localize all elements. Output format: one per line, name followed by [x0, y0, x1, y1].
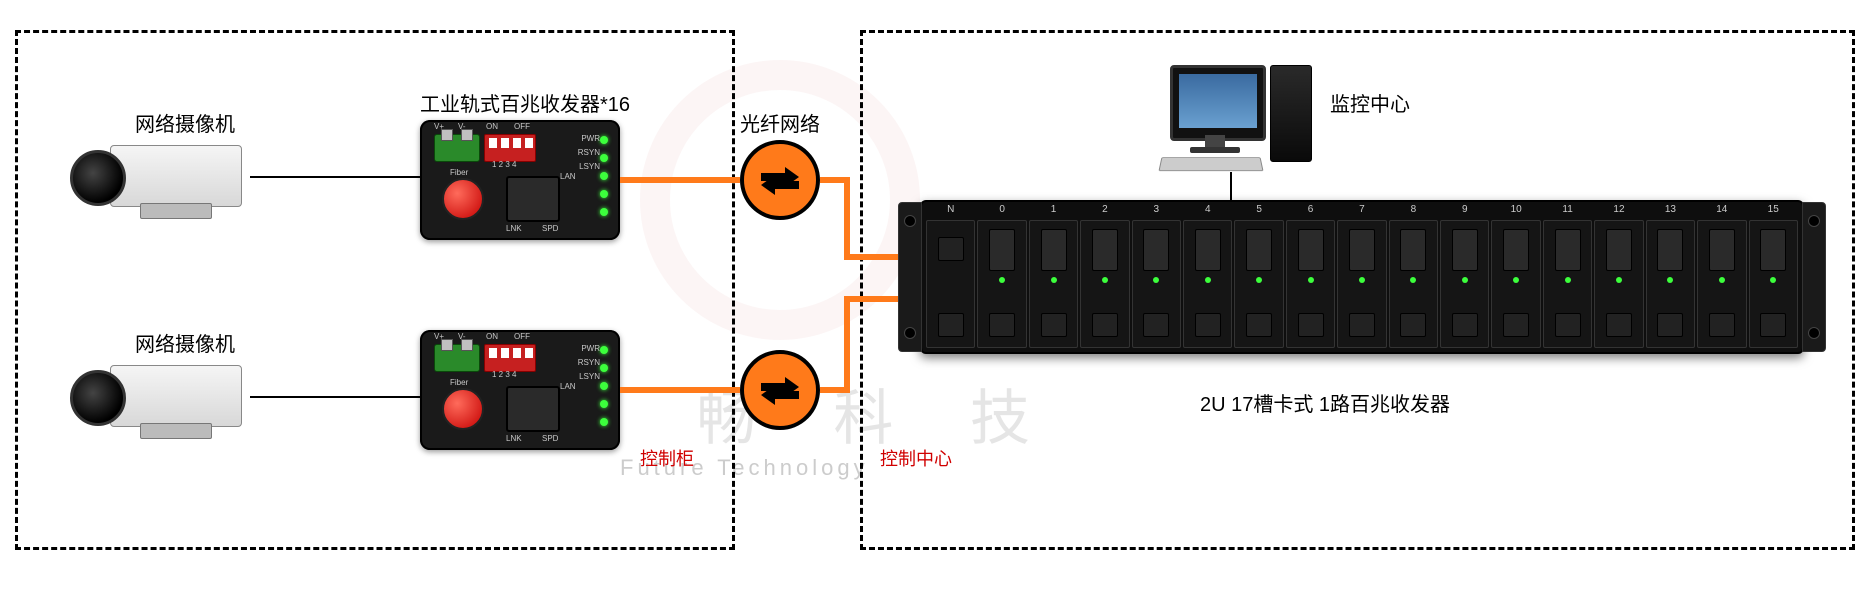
slot-number: 15	[1749, 204, 1798, 215]
slot-number: 6	[1286, 204, 1335, 215]
fiber-link	[844, 296, 850, 393]
camera2-label: 网络摄像机	[135, 328, 235, 357]
fiber-node-icon	[740, 140, 820, 220]
chassis-slot	[1594, 220, 1643, 348]
fiber-network-label: 光纤网络	[740, 108, 820, 137]
chassis-slot	[1646, 220, 1695, 348]
chassis-slot	[1440, 220, 1489, 348]
media-converter: V+ V- ON OFF 1 2 3 4 LAN Fiber LNK SPD P…	[420, 120, 620, 240]
chassis-slot	[1749, 220, 1798, 348]
camera1-label: 网络摄像机	[135, 108, 235, 137]
chassis-slot	[1080, 220, 1129, 348]
chassis-slot	[1286, 220, 1335, 348]
chassis-slot	[1491, 220, 1540, 348]
slot-number: 5	[1234, 204, 1283, 215]
pc-link	[1230, 172, 1232, 200]
chassis-slot	[926, 220, 975, 348]
converter-title-label: 工业轨式百兆收发器*16	[420, 88, 630, 117]
fiber-node-icon	[740, 350, 820, 430]
slot-number: 11	[1543, 204, 1592, 215]
cam1-link	[250, 176, 420, 178]
slot-number: 7	[1337, 204, 1386, 215]
slot-number: N	[926, 204, 975, 215]
slot-number: 4	[1183, 204, 1232, 215]
chassis-label: 2U 17槽卡式 1路百兆收发器	[1200, 388, 1450, 417]
fiber-link	[620, 387, 740, 393]
ip-camera	[70, 135, 250, 225]
chassis-slot	[1132, 220, 1181, 348]
slot-number: 8	[1389, 204, 1438, 215]
box-left-label: 控制柜	[640, 445, 694, 471]
slot-number: 0	[977, 204, 1026, 215]
box-right-label: 控制中心	[880, 445, 952, 471]
chassis-slot	[977, 220, 1026, 348]
monitoring-pc	[1170, 65, 1320, 175]
fiber-link	[844, 177, 850, 260]
chassis-slot	[1183, 220, 1232, 348]
chassis-slot	[1029, 220, 1078, 348]
slot-number: 10	[1491, 204, 1540, 215]
slot-number: 13	[1646, 204, 1695, 215]
media-converter: V+ V- ON OFF 1 2 3 4 LAN Fiber LNK SPD P…	[420, 330, 620, 450]
chassis-slot	[1337, 220, 1386, 348]
slot-number: 9	[1440, 204, 1489, 215]
slot-number: 14	[1697, 204, 1746, 215]
slot-number: 2	[1080, 204, 1129, 215]
chassis-slot	[1389, 220, 1438, 348]
slot-number: 12	[1594, 204, 1643, 215]
slot-number: 1	[1029, 204, 1078, 215]
chassis-slot	[1234, 220, 1283, 348]
cam2-link	[250, 396, 420, 398]
chassis-slot	[1697, 220, 1746, 348]
fiber-link	[620, 177, 740, 183]
rack-chassis: N0123456789101112131415	[920, 200, 1804, 354]
monitor-center-label: 监控中心	[1330, 88, 1410, 117]
ip-camera	[70, 355, 250, 445]
slot-number: 3	[1132, 204, 1181, 215]
chassis-slot	[1543, 220, 1592, 348]
